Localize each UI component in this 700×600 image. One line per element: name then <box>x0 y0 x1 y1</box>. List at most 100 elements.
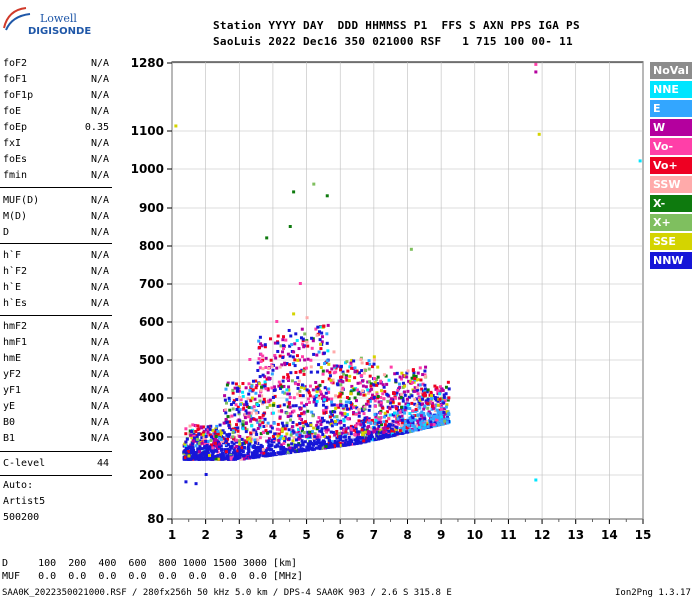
data-point-w <box>325 369 329 373</box>
echo-point <box>267 443 271 447</box>
echo-point <box>287 385 291 389</box>
echo-point <box>382 435 386 439</box>
echo-point <box>277 380 281 384</box>
echo-point <box>379 416 383 420</box>
echo-point <box>189 433 193 437</box>
echo-point <box>216 440 220 444</box>
echo-point <box>204 455 208 459</box>
echo-point <box>195 435 199 439</box>
echo-point <box>362 439 366 443</box>
data-point-vo- <box>298 282 302 285</box>
echo-point <box>207 447 211 451</box>
echo-point <box>331 430 335 434</box>
echo-point <box>193 457 197 461</box>
data-point-sse <box>292 312 296 316</box>
echo-point <box>254 418 258 422</box>
echo-point <box>226 442 230 446</box>
echo-point <box>214 428 218 432</box>
echo-point <box>302 345 306 349</box>
echo-point <box>341 386 345 390</box>
echo-point <box>298 417 302 421</box>
echo-point <box>359 373 363 377</box>
echo-point <box>220 455 224 459</box>
echo-point <box>364 402 368 406</box>
echo-point <box>188 424 192 428</box>
echo-point <box>225 420 229 424</box>
echo-point <box>400 414 404 418</box>
echo-point <box>216 446 220 450</box>
echo-point <box>328 415 332 419</box>
echo-point <box>301 342 305 346</box>
echo-point <box>360 361 364 365</box>
echo-point <box>411 369 415 373</box>
echo-point <box>375 383 379 387</box>
echo-point <box>231 435 235 439</box>
echo-point <box>191 423 195 427</box>
echo-point <box>339 426 343 430</box>
echo-point <box>239 398 243 402</box>
echo-point <box>311 430 315 434</box>
echo-point <box>341 380 345 384</box>
echo-point <box>357 414 361 418</box>
y-tick-label: 1000 <box>131 162 164 176</box>
echo-point <box>306 430 310 434</box>
data-point-w <box>319 419 323 423</box>
echo-point <box>330 413 334 417</box>
echo-point <box>441 421 445 425</box>
echo-point <box>411 414 415 418</box>
autoscale-info-line: Artist5 <box>3 496 46 507</box>
param-value: N/A <box>90 106 109 117</box>
echo-point <box>264 451 268 455</box>
echo-point <box>287 402 291 406</box>
echo-point <box>235 440 239 444</box>
echo-point <box>396 432 400 436</box>
echo-point <box>233 446 237 450</box>
echo-point <box>197 442 201 446</box>
echo-point <box>269 358 273 362</box>
echo-point <box>431 417 435 421</box>
echo-point <box>396 408 400 412</box>
echo-point <box>369 387 373 391</box>
echo-point <box>341 406 345 410</box>
echo-point <box>192 455 196 459</box>
echo-point <box>221 456 225 460</box>
echo-point <box>438 390 442 394</box>
echo-point <box>422 407 426 411</box>
echo-point <box>281 448 285 452</box>
echo-point <box>371 383 375 387</box>
echo-point <box>325 420 329 424</box>
echo-point <box>335 415 339 419</box>
echo-point <box>302 372 306 376</box>
echo-point <box>390 427 394 431</box>
echo-point <box>290 425 294 429</box>
echo-point <box>265 405 269 409</box>
echo-point <box>282 375 286 379</box>
echo-point <box>325 396 329 400</box>
echo-point <box>322 409 326 413</box>
echo-point <box>234 450 238 454</box>
echo-point <box>237 412 241 416</box>
echo-point <box>352 410 356 414</box>
echo-point <box>387 378 391 382</box>
echo-point <box>244 400 248 404</box>
data-point-nne <box>406 403 410 407</box>
echo-point <box>185 437 189 441</box>
data-point-nne <box>342 419 346 423</box>
echo-point <box>309 423 313 427</box>
echo-point <box>222 421 226 425</box>
echo-point <box>297 436 301 440</box>
echo-point <box>258 399 262 403</box>
echo-point <box>284 450 288 454</box>
echo-point <box>319 423 323 427</box>
data-point-x- <box>285 411 289 415</box>
echo-point <box>353 433 357 437</box>
echo-point <box>236 429 240 433</box>
echo-point <box>432 423 436 427</box>
param-label: foEp <box>3 122 28 133</box>
echo-point <box>246 447 250 451</box>
echo-point <box>266 387 270 391</box>
echo-point <box>189 449 193 453</box>
echo-point <box>394 405 398 409</box>
echo-point <box>423 387 427 391</box>
echo-point <box>234 457 238 461</box>
